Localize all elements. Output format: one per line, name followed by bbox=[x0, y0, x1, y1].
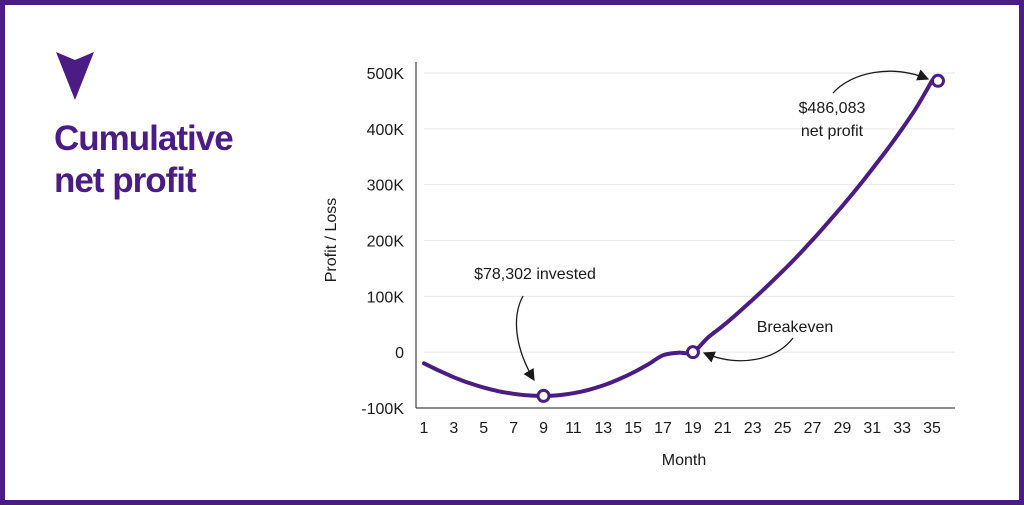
x-tick-label: 7 bbox=[509, 420, 518, 437]
invested-annotation: $78,302 invested bbox=[474, 266, 596, 283]
x-tick-label: 21 bbox=[714, 420, 732, 437]
axes bbox=[415, 62, 955, 409]
series-layer bbox=[422, 78, 940, 398]
breakeven-annotation: Breakeven bbox=[757, 319, 834, 336]
y-tick-label: 400K bbox=[367, 122, 405, 139]
x-tick-label: 29 bbox=[833, 420, 851, 437]
net-profit-annotation-line-2: net profit bbox=[801, 123, 864, 140]
y-tick-label: 500K bbox=[367, 66, 405, 83]
x-tick-label: 11 bbox=[565, 420, 582, 437]
triangle-down-icon bbox=[56, 52, 94, 100]
y-axis-label: Profit / Loss bbox=[323, 198, 340, 282]
y-tick-labels: -100K 0 100K 200K 300K 400K 500K bbox=[361, 66, 404, 418]
invested-arrow bbox=[515, 295, 535, 382]
x-tick-label: 25 bbox=[774, 420, 792, 437]
x-tick-label: 1 bbox=[420, 420, 429, 437]
title-line-2: net profit bbox=[54, 161, 197, 200]
y-tick-label: 200K bbox=[367, 234, 405, 251]
x-tick-label: 13 bbox=[594, 420, 612, 437]
y-tick-label: 300K bbox=[367, 178, 405, 195]
data-point-marker-0 bbox=[536, 388, 551, 403]
data-point-marker-2 bbox=[930, 73, 945, 88]
x-tick-label: 23 bbox=[744, 420, 762, 437]
point-markers bbox=[536, 73, 945, 403]
x-tick-label: 33 bbox=[893, 420, 911, 437]
x-tick-labels: 1 3 5 7 9 11 13 15 17 19 21 23 25 27 29 31 33 35 bbox=[420, 420, 941, 437]
x-tick-label: 31 bbox=[863, 420, 881, 437]
net-profit-annotation-line-1: $486,083 bbox=[799, 100, 866, 117]
x-tick-label: 15 bbox=[624, 420, 642, 437]
x-tick-label: 27 bbox=[804, 420, 822, 437]
x-tick-label: 19 bbox=[684, 420, 702, 437]
x-tick-label: 5 bbox=[479, 420, 488, 437]
grid bbox=[424, 72, 955, 353]
x-axis-label: Month bbox=[662, 452, 706, 469]
y-tick-label: 100K bbox=[367, 289, 405, 306]
net-profit-arrow bbox=[832, 69, 930, 94]
y-tick-label: -100K bbox=[361, 401, 404, 418]
x-tick-label: 9 bbox=[539, 420, 548, 437]
data-point-marker-1 bbox=[685, 345, 700, 360]
title-line-1: Cumulative bbox=[54, 119, 234, 158]
series-line bbox=[422, 78, 940, 398]
x-tick-label: 17 bbox=[654, 420, 672, 437]
x-tick-label: 35 bbox=[923, 420, 941, 437]
x-tick-label: 3 bbox=[449, 420, 458, 437]
breakeven-arrow bbox=[702, 337, 794, 363]
y-tick-label: 0 bbox=[395, 345, 404, 362]
page-title: Cumulative net profit bbox=[54, 118, 234, 202]
